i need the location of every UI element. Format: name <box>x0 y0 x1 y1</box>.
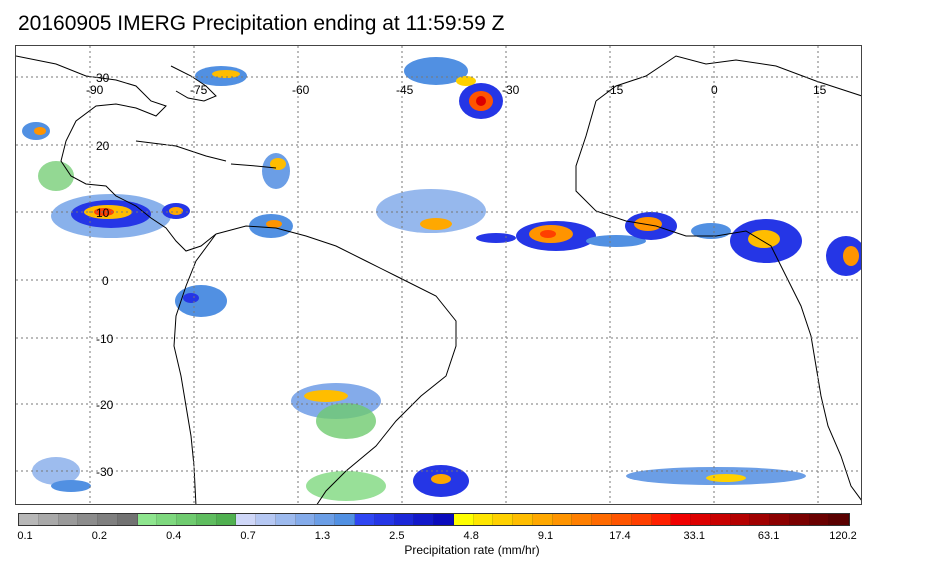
colorbar-cell <box>473 514 494 525</box>
colorbar-cell <box>38 514 59 525</box>
colorbar-cell <box>98 514 118 525</box>
lon-label: -45 <box>396 83 414 97</box>
colorbar-cell <box>275 514 296 525</box>
colorbar-cell <box>295 514 316 525</box>
colorbar-cell <box>374 514 395 525</box>
colorbar-cell <box>117 514 138 525</box>
colorbar-cell <box>532 514 553 525</box>
colorbar-tick-label: 2.5 <box>389 530 405 542</box>
lat-label: 0 <box>102 274 109 288</box>
colorbar-cell <box>750 514 771 525</box>
lon-label: -90 <box>86 83 104 97</box>
colorbar-tick-label: 0.2 <box>91 530 108 542</box>
lat-label: 20 <box>96 139 110 153</box>
colorbar-tick-label: 17.4 <box>609 530 631 542</box>
colorbar-cell <box>809 514 830 525</box>
colorbar-cell <box>691 514 711 525</box>
colorbar-tick-label: 63.1 <box>757 530 780 542</box>
colorbar-cell <box>730 514 751 525</box>
colorbar-cell <box>829 514 850 525</box>
colorbar-tick-label: 33.1 <box>683 530 705 542</box>
colorbar-cell <box>434 514 454 525</box>
lon-label: 0 <box>711 83 718 97</box>
colorbar-cell <box>236 514 257 525</box>
colorbar-cell <box>177 514 197 525</box>
graticule <box>16 46 861 504</box>
colorbar-tick-label: 0.1 <box>17 530 33 542</box>
lon-label: -75 <box>190 83 208 97</box>
lat-label: 30 <box>96 71 110 85</box>
colorbar-cell <box>651 514 672 525</box>
colorbar-cell <box>335 514 356 525</box>
colorbar-cell <box>394 514 415 525</box>
colorbar-tick-labels: 0.1 0.2 0.4 0.7 1.3 2.5 4.8 9.1 17.4 33.1 63.1 120.… <box>0 530 944 544</box>
latitude-labels: 30 20 10 0 -10 -20 -30 <box>96 71 114 479</box>
colorbar-tick-label: 120.2 <box>829 530 857 542</box>
coastlines <box>16 55 861 504</box>
lat-label: -30 <box>96 465 114 479</box>
precipitation-colorbar <box>18 513 850 526</box>
colorbar-cell <box>256 514 276 525</box>
colorbar-tick-label: 4.8 <box>463 530 479 542</box>
lat-label: 10 <box>96 206 110 220</box>
lat-label: -10 <box>96 332 114 346</box>
colorbar-cell <box>453 514 474 525</box>
colorbar-tick-label: 1.3 <box>314 530 331 542</box>
colorbar-title: Precipitation rate (mm/hr) <box>404 543 540 557</box>
colorbar-cell <box>137 514 158 525</box>
colorbar-cell <box>157 514 178 525</box>
colorbar-cell <box>611 514 632 525</box>
colorbar-cell <box>631 514 652 525</box>
colorbar-cell <box>592 514 612 525</box>
precipitation-map: -90 -75 -60 -45 -30 -15 0 15 30 20 10 0 … <box>15 45 862 505</box>
colorbar-tick-label: 0.7 <box>240 530 256 542</box>
colorbar-tick-label: 0.4 <box>166 530 182 542</box>
lon-label: 15 <box>813 83 827 97</box>
colorbar-cell <box>58 514 79 525</box>
colorbar-tick-label: 9.1 <box>537 530 554 542</box>
colorbar-cell <box>355 514 375 525</box>
colorbar-cell <box>552 514 573 525</box>
lat-label: -20 <box>96 398 114 412</box>
colorbar-cell <box>789 514 810 525</box>
colorbar-cell <box>493 514 514 525</box>
lon-label: -60 <box>292 83 310 97</box>
colorbar-cell <box>710 514 731 525</box>
longitude-labels: -90 -75 -60 -45 -30 -15 0 15 <box>86 83 827 97</box>
colorbar-cell <box>513 514 533 525</box>
lon-label: -15 <box>606 83 624 97</box>
colorbar-cell <box>572 514 593 525</box>
colorbar-cell <box>770 514 790 525</box>
colorbar-cell <box>216 514 237 525</box>
colorbar-cell <box>19 514 39 525</box>
colorbar-cell <box>78 514 99 525</box>
colorbar-cell <box>414 514 435 525</box>
lon-label: -30 <box>502 83 520 97</box>
colorbar-cell <box>315 514 336 525</box>
precipitation-field <box>22 57 861 501</box>
map-title: 20160905 IMERG Precipitation ending at 1… <box>18 12 505 35</box>
colorbar-cell <box>196 514 217 525</box>
colorbar-cell <box>671 514 692 525</box>
